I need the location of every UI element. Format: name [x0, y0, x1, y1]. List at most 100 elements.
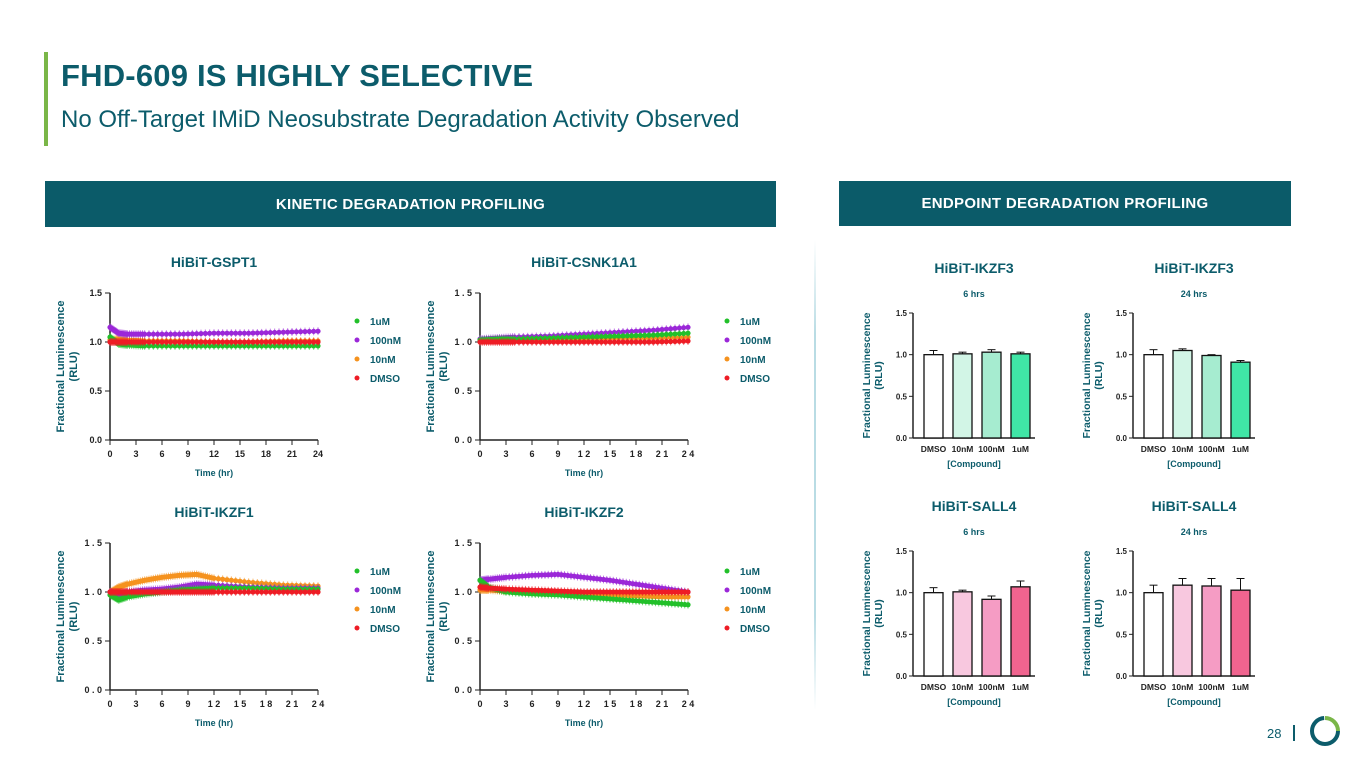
data-point-1uM [233, 585, 239, 591]
x-tick-label: 10nM [1172, 682, 1194, 692]
x-axis-label: Time (hr) [565, 718, 603, 728]
data-point-100nM [185, 331, 191, 337]
data-point-100nM [189, 331, 195, 337]
legend-marker-10nM [354, 356, 360, 362]
data-point-100nM [228, 330, 234, 336]
y-tick-label: 0.5 [89, 386, 102, 396]
data-point-100nM [207, 330, 213, 336]
data-point-DMSO [181, 339, 187, 345]
data-point-100nM [259, 330, 265, 336]
data-point-10nM [228, 577, 234, 583]
series-DMSO [107, 338, 321, 346]
bar-DMSO [923, 354, 944, 439]
y-tick-label: 1 . 5 [84, 538, 102, 548]
data-point-1uM [685, 330, 691, 336]
y-tick-label: 0.0 [896, 434, 908, 443]
y-axis-label: Fractional Luminescence(RLU) [425, 300, 450, 432]
data-point-100nM [293, 329, 299, 335]
data-point-DMSO [289, 589, 295, 595]
data-point-DMSO [590, 339, 596, 345]
data-point-10nM [224, 577, 230, 583]
y-tick-label: 0.0 [896, 672, 908, 681]
chart-title: HiBiT-IKZF1 [174, 504, 254, 520]
data-point-DMSO [241, 339, 247, 345]
data-point-DMSO [237, 339, 243, 345]
bar-100nM [981, 351, 1002, 439]
x-axis-label: [Compound] [1167, 459, 1220, 469]
data-point-DMSO [520, 339, 526, 345]
chart-ikzf2: HiBiT-IKZF2 0 . 0 0 . 5 1 . 0 1 . 5 0 3 6 9 1 2 1 … [425, 504, 771, 728]
y-tick-label: 1.5 [89, 288, 102, 298]
y-tick-label: 1 . 0 [454, 587, 472, 597]
legend-label: DMSO [370, 624, 400, 635]
x-tick-label: 6 [159, 449, 164, 459]
chart-subtitle: 24 hrs [1181, 289, 1208, 299]
data-point-DMSO [250, 589, 256, 595]
data-point-DMSO [681, 338, 687, 344]
data-point-DMSO [211, 339, 217, 345]
y-tick-label: 0 . 0 [84, 685, 102, 695]
data-point-DMSO [637, 339, 643, 345]
x-tick-label: 3 [133, 699, 138, 709]
x-axis-label: [Compound] [947, 697, 1000, 707]
data-point-100nM [241, 330, 247, 336]
data-point-100nM [672, 325, 678, 332]
data-point-100nM [263, 330, 269, 336]
data-point-100nM [650, 327, 656, 333]
title-accent-bar [44, 52, 48, 146]
y-tick-label: 0 . 0 [454, 435, 472, 445]
legend-marker-10nM [724, 356, 730, 362]
data-point-DMSO [267, 339, 273, 345]
series-100nM [107, 323, 321, 339]
data-point-1uM [559, 335, 565, 341]
data-point-100nM [220, 330, 226, 336]
data-point-DMSO [311, 589, 317, 595]
data-point-DMSO [254, 339, 260, 345]
x-tick-label: 3 [503, 449, 508, 459]
y-axis-label: Fractional Luminescence(RLU) [1081, 312, 1105, 438]
data-point-DMSO [598, 339, 604, 345]
data-point-DMSO [620, 339, 626, 345]
x-tick-label: 10nM [1172, 444, 1194, 454]
data-point-DMSO [529, 339, 535, 345]
data-point-DMSO [568, 339, 574, 345]
x-axis-label: Time (hr) [195, 718, 233, 728]
data-point-DMSO [246, 589, 252, 595]
data-point-100nM [302, 328, 308, 335]
x-tick-label: 10nM [952, 444, 974, 454]
legend-label: DMSO [370, 374, 400, 385]
y-tick-label: 0 . 5 [454, 386, 472, 396]
data-point-100nM [198, 330, 204, 337]
data-point-DMSO [150, 339, 156, 345]
data-point-100nM [176, 331, 182, 337]
data-point-DMSO [546, 339, 552, 345]
series-DMSO [477, 583, 691, 596]
data-point-1uM [637, 332, 643, 339]
data-point-1uM [581, 334, 587, 340]
bar-1uM [1010, 353, 1031, 439]
x-tick-label: 6 [529, 449, 534, 459]
data-point-1uM [246, 585, 252, 591]
chart-title: HiBiT-IKZF3 [934, 260, 1014, 276]
data-point-DMSO [642, 339, 648, 345]
chart-title: HiBiT-IKZF3 [1154, 260, 1234, 276]
data-point-100nM [215, 330, 221, 336]
x-tick-label: 1 8 [260, 699, 273, 709]
legend-marker-DMSO [724, 375, 730, 381]
data-point-100nM [181, 331, 187, 337]
x-tick-label: 100nM [978, 682, 1004, 692]
data-point-DMSO [302, 339, 308, 345]
data-point-1uM [568, 334, 574, 341]
data-point-100nM [267, 329, 273, 336]
data-point-DMSO [512, 339, 518, 345]
data-point-DMSO [315, 589, 321, 595]
data-point-DMSO [224, 339, 230, 345]
x-tick-label: 1 2 [208, 699, 221, 709]
data-point-DMSO [516, 339, 522, 345]
data-point-DMSO [676, 338, 682, 344]
legend-marker-100nM [354, 587, 360, 593]
x-tick-label: 12 [209, 449, 219, 459]
data-point-100nM [142, 331, 148, 337]
x-tick-label: 9 [185, 449, 190, 459]
x-axis-label: Time (hr) [195, 468, 233, 478]
